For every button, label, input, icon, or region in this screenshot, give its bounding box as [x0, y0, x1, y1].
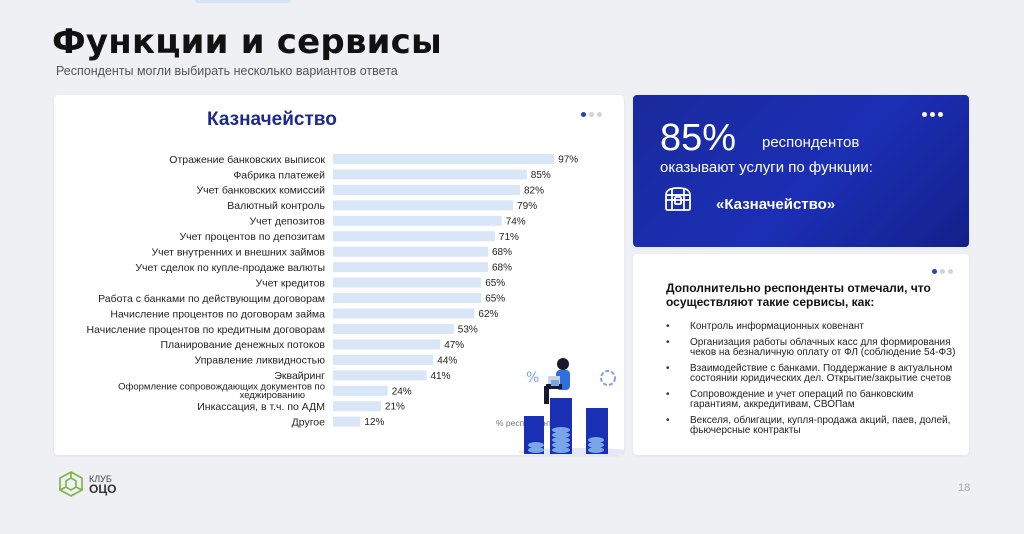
pager-dot	[922, 112, 927, 117]
pager-dot	[948, 269, 953, 274]
category-label: Управление ликвидностью	[195, 355, 326, 367]
value-label: 53%	[458, 324, 478, 335]
category-label: Учет банковских комиссий	[196, 185, 325, 197]
page-subtitle: Респонденты могли выбирать несколько вар…	[56, 64, 398, 78]
category-label: Оформление сопровождающих документов по х…	[118, 381, 325, 401]
bar	[333, 169, 527, 180]
svg-text:%: %	[526, 370, 539, 386]
bar	[333, 401, 381, 412]
treasure-chest-icon	[665, 187, 691, 211]
category-label: Работа с банками по действующим договора…	[98, 293, 325, 305]
bar	[333, 215, 502, 226]
value-label: 44%	[437, 355, 457, 366]
category-label: Учет процентов по депозитам	[179, 231, 325, 243]
bar	[333, 385, 388, 396]
highlight-percent: 85%	[660, 117, 737, 159]
value-label: 97%	[558, 155, 578, 166]
value-label: 74%	[506, 216, 526, 227]
category-label: Учет депозитов	[249, 216, 325, 228]
list-item: Взаимодействие с банками. Поддержание в …	[666, 363, 961, 385]
bar	[333, 200, 514, 211]
category-label: Учет сделок по купле-продаже валюты	[135, 262, 325, 274]
extra-heading: Дополнительно респонденты отмечали, что …	[666, 281, 931, 309]
value-label: 24%	[392, 386, 412, 397]
value-label: 79%	[517, 201, 537, 212]
category-label: Другое	[292, 416, 326, 428]
category-label: Отражение банковских выписок	[169, 154, 325, 166]
list-item: Сопровождение и учет операций по банковс…	[666, 389, 961, 411]
chart-card-dots	[581, 112, 602, 117]
category-label: Валютный контроль	[227, 200, 325, 212]
value-label: 47%	[444, 340, 464, 351]
bar	[333, 231, 495, 242]
bar	[333, 246, 488, 257]
list-item: Векселя, облигации, купля-продажа акций,…	[666, 415, 961, 437]
page-title: Функции и сервисы	[52, 22, 442, 62]
category-label: Эквайринг	[274, 370, 325, 382]
value-label: 65%	[485, 294, 505, 305]
value-label: 62%	[478, 309, 498, 320]
category-label: Планирование денежных потоков	[160, 339, 325, 351]
bar	[333, 323, 454, 334]
category-label: Начисление процентов по договорам займа	[110, 308, 325, 320]
list-item: Контроль информационных ковенант	[666, 321, 961, 333]
bar	[333, 154, 555, 164]
pager-dot	[597, 112, 602, 117]
highlight-function-name: «Казначейство»	[716, 196, 836, 213]
logo-line2: ОЦО	[89, 481, 117, 496]
value-label: 68%	[492, 263, 512, 274]
pager-dot	[940, 269, 945, 274]
chart-title: Казначейство	[207, 109, 337, 130]
value-label: 21%	[385, 402, 405, 413]
bar	[333, 370, 427, 381]
club-logo: КЛУБ ОЦО	[57, 470, 116, 498]
highlight-card	[633, 95, 969, 247]
bar	[333, 277, 482, 288]
category-label: Начисление процентов по кредитным догово…	[87, 324, 325, 336]
category-label: Учет внутренних и внешних займов	[151, 247, 325, 259]
value-label: 12%	[364, 417, 384, 428]
logo-text: КЛУБ ОЦО	[89, 474, 116, 495]
page-number: 18	[958, 482, 971, 494]
value-label: 65%	[485, 278, 505, 289]
category-label: Учет кредитов	[255, 277, 325, 289]
pager-dot	[930, 112, 935, 117]
pager-dot-active	[932, 269, 937, 274]
value-label: 41%	[431, 371, 451, 382]
bar	[333, 354, 434, 365]
value-label: 85%	[531, 170, 551, 181]
value-label: 68%	[492, 247, 512, 258]
highlight-card-dots	[922, 112, 943, 117]
category-label: Инкассация, в т.ч. по АДМ	[197, 401, 325, 413]
value-label: 71%	[499, 232, 519, 243]
highlight-word: респондентов	[762, 134, 860, 151]
bar	[333, 293, 482, 304]
value-label: 82%	[524, 185, 544, 196]
pager-dot	[938, 112, 943, 117]
bar	[333, 339, 441, 350]
category-label: Фабрика платежей	[233, 169, 325, 181]
pager-dot-active	[581, 112, 586, 117]
pager-dot	[589, 112, 594, 117]
bar-chart: Отражение банковских выписок 97% Фабрика п…	[87, 154, 624, 456]
extra-services-list: Контроль информационных ковенант Организ…	[666, 321, 961, 442]
bar	[333, 308, 475, 319]
bar	[333, 184, 520, 195]
logo-line1: КЛУБ	[89, 473, 112, 484]
list-item: Организация работы облачных касс для фор…	[666, 337, 961, 359]
highlight-line2: оказывают услуги по функции:	[660, 159, 873, 176]
bar	[333, 416, 361, 427]
extra-card-dots	[932, 269, 953, 274]
hexagon-logo-icon	[59, 471, 83, 497]
top-accent-bar	[195, 0, 291, 3]
bar	[333, 262, 488, 273]
person-on-bars-illustration: %	[518, 358, 624, 456]
